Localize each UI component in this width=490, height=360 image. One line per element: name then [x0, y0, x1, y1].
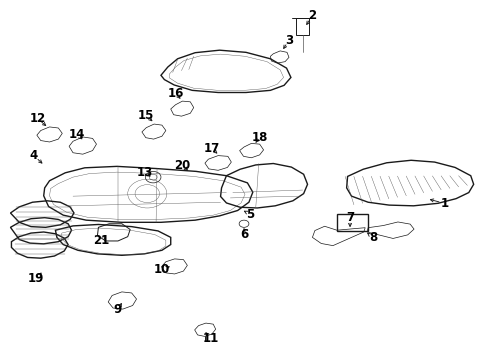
Text: 7: 7	[346, 211, 354, 224]
Text: 11: 11	[203, 332, 219, 345]
Text: 20: 20	[174, 159, 191, 172]
Text: 14: 14	[68, 127, 85, 141]
Text: 8: 8	[369, 231, 377, 244]
Text: 4: 4	[30, 149, 38, 162]
Text: 5: 5	[246, 208, 254, 221]
Text: 10: 10	[154, 263, 170, 276]
Text: 13: 13	[137, 166, 153, 179]
Text: 16: 16	[168, 87, 184, 100]
Text: 9: 9	[114, 303, 122, 316]
Text: 19: 19	[28, 272, 44, 285]
Text: 1: 1	[441, 197, 448, 210]
Text: 3: 3	[285, 33, 293, 47]
Text: 12: 12	[29, 112, 46, 125]
Text: 18: 18	[251, 131, 268, 144]
Text: 15: 15	[138, 109, 154, 122]
Text: 17: 17	[204, 142, 220, 155]
Text: 21: 21	[93, 234, 109, 247]
Text: 2: 2	[308, 9, 317, 22]
Text: 6: 6	[240, 228, 248, 241]
